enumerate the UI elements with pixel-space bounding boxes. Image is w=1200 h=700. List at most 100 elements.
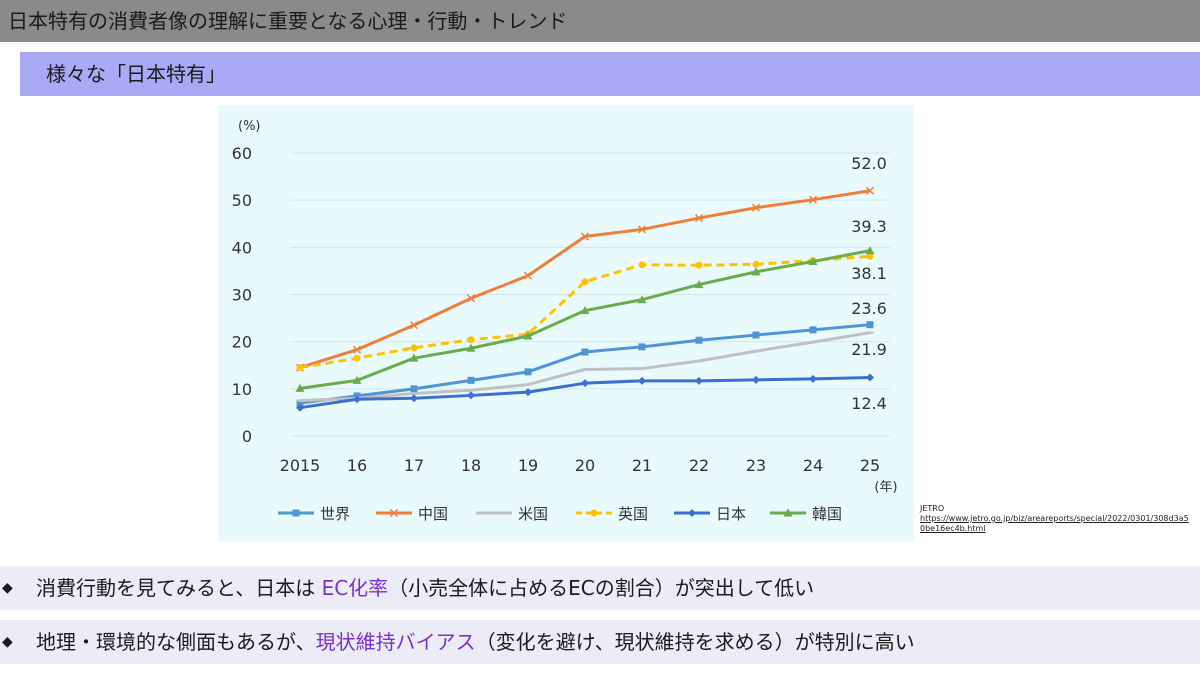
data-label: 12.4 — [851, 394, 887, 413]
data-point — [865, 186, 875, 195]
data-point — [866, 373, 874, 382]
data-point — [809, 326, 817, 334]
x-tick-label: 17 — [404, 456, 424, 475]
y-tick-label: 40 — [232, 238, 252, 257]
data-point — [409, 353, 419, 362]
data-label: 38.1 — [851, 264, 887, 283]
y-axis-label: (%) — [238, 119, 261, 134]
data-point — [467, 376, 475, 384]
series-line — [299, 254, 871, 370]
legend-marker — [389, 508, 399, 518]
x-tick-label: 21 — [632, 456, 652, 475]
y-tick-label: 10 — [232, 380, 252, 399]
page-title: 日本特有の消費者像の理解に重要となる心理・行動・トレンド — [0, 0, 1200, 42]
bullet-1-highlight: EC化率 — [321, 576, 389, 600]
y-tick-label: 30 — [232, 286, 252, 305]
data-point — [580, 306, 590, 315]
data-point — [352, 345, 362, 354]
x-tick-label: 20 — [575, 456, 595, 475]
diamond-bullet-icon: ◆ — [2, 634, 13, 650]
x-tick-label: 23 — [746, 456, 766, 475]
bullet-1-after: （小売全体に占めるECの割合）が突出して低い — [388, 576, 815, 600]
data-point — [808, 195, 818, 204]
data-point — [638, 343, 646, 351]
data-point — [581, 278, 589, 286]
data-label: 39.3 — [851, 217, 887, 236]
data-point — [352, 375, 362, 384]
data-point — [637, 295, 647, 304]
chart-svg: 0 10 20 30 40 50 60 (%) 2015 16 17 18 19 20 21 22 23 24 25… — [232, 119, 898, 523]
x-tick-label: 16 — [347, 456, 367, 475]
x-tick-label: 25 — [860, 456, 880, 475]
x-tick-label: 24 — [803, 456, 823, 475]
data-point — [638, 261, 646, 269]
data-point — [410, 394, 418, 403]
data-point — [295, 383, 305, 392]
bullet-1-before: 消費行動を見てみると、日本は — [36, 576, 322, 600]
data-point — [524, 368, 532, 376]
data-point — [866, 321, 874, 329]
diamond-bullet-icon: ◆ — [2, 580, 13, 596]
data-point — [695, 376, 703, 385]
x-axis-label: (年) — [874, 480, 897, 495]
data-label: 23.6 — [851, 299, 887, 318]
data-point — [751, 267, 761, 276]
bullet-2-before: 地理・環境的な側面もあるが、 — [36, 630, 316, 654]
data-point — [523, 331, 533, 340]
legend-marker — [783, 508, 793, 517]
bullet-2-after: （変化を避け、現状維持を求める）が特別に高い — [475, 630, 915, 654]
data-point — [694, 214, 704, 223]
legend-label: 世界 — [320, 505, 350, 523]
x-tick-label: 18 — [461, 456, 481, 475]
data-point — [467, 391, 475, 400]
data-point — [638, 376, 646, 385]
data-point — [752, 375, 760, 384]
legend-marker — [292, 509, 300, 517]
legend-marker — [688, 509, 696, 517]
x-tick-label: 2015 — [280, 456, 321, 475]
data-point — [695, 261, 703, 269]
section-subtitle: 様々な「日本特有」 — [20, 52, 1200, 96]
data-point — [296, 364, 304, 372]
bullet-item-1: ◆ 消費行動を見てみると、日本は EC化率（小売全体に占めるECの割合）が突出し… — [0, 566, 1200, 610]
x-tick-label: 19 — [518, 456, 538, 475]
data-point — [694, 280, 704, 289]
bullet-text-2: 地理・環境的な側面もあるが、現状維持バイアス（変化を避け、現状維持を求める）が特… — [36, 620, 915, 664]
data-point — [523, 271, 533, 280]
legend-marker — [590, 509, 598, 517]
y-tick-label: 0 — [242, 427, 252, 446]
data-point — [466, 294, 476, 303]
legend-label: 中国 — [418, 505, 448, 523]
data-point — [466, 343, 476, 352]
data-point — [467, 336, 475, 344]
data-point — [809, 374, 817, 383]
data-point — [296, 399, 304, 407]
legend-label: 英国 — [618, 505, 648, 523]
legend-label: 韓国 — [812, 505, 842, 523]
data-point — [410, 344, 418, 352]
bullet-text-1: 消費行動を見てみると、日本は EC化率（小売全体に占めるECの割合）が突出して低… — [36, 566, 814, 610]
data-point — [865, 246, 875, 255]
y-tick-label: 60 — [232, 144, 252, 163]
bullet-2-highlight: 現状維持バイアス — [315, 630, 476, 654]
data-point — [409, 321, 419, 330]
series-line — [299, 249, 871, 390]
data-point — [752, 331, 760, 339]
y-tick-label: 20 — [232, 333, 252, 352]
data-point — [581, 379, 589, 388]
legend-label: 日本 — [716, 505, 746, 523]
data-point — [524, 388, 532, 397]
data-point — [581, 348, 589, 356]
y-tick-label: 50 — [232, 191, 252, 210]
source-note: JETRO https://www.jetro.go.jp/biz/areare… — [920, 504, 1190, 534]
source-label: JETRO — [920, 504, 945, 513]
data-point — [637, 225, 647, 234]
legend-label: 米国 — [518, 505, 548, 523]
data-point — [353, 354, 361, 362]
data-point — [580, 232, 590, 241]
source-url[interactable]: https://www.jetro.go.jp/biz/areareports/… — [920, 514, 1189, 533]
data-point — [808, 256, 818, 265]
data-label: 52.0 — [851, 154, 887, 173]
bullet-item-2: ◆ 地理・環境的な側面もあるが、現状維持バイアス（変化を避け、現状維持を求める）… — [0, 620, 1200, 664]
data-point — [751, 203, 761, 212]
